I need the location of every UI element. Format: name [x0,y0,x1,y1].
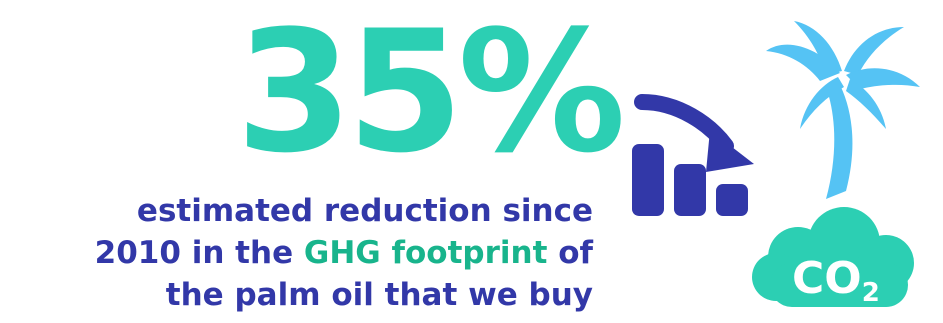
caption-line-2-end: of [547,235,593,271]
caption-text: estimated reduction since 2010 in the GH… [33,190,593,316]
palm-frond-lower-right [846,79,886,129]
bar-3 [716,184,748,216]
palm-frond-top-right [844,27,904,75]
decreasing-bar-chart-icon [632,94,754,216]
palm-frond-left [766,44,840,81]
caption-line-1: estimated reduction since [136,193,593,229]
palm-frond-top-left [794,21,842,75]
co2-cloud-icon: CO2 [752,207,914,308]
headline-percentage: 35% [235,0,626,190]
co2-subscript: 2 [862,278,880,308]
caption-line-2: 2010 in the GHG footprint of [33,232,593,274]
co2-label: CO2 [792,253,880,308]
cloud-shape [752,207,914,307]
caption-line-2-start: 2010 in the [94,235,304,271]
ghg-footprint-highlight: GHG footprint [303,235,548,271]
palm-tree-icon [766,21,920,199]
bar-2 [674,164,706,216]
bar-1 [632,144,664,216]
arrow-head [706,130,754,172]
palm-frond-right [846,68,920,89]
co2-main: CO [792,253,862,304]
caption-line-3: the palm oil that we buy [165,277,593,313]
palm-trunk [826,81,853,199]
